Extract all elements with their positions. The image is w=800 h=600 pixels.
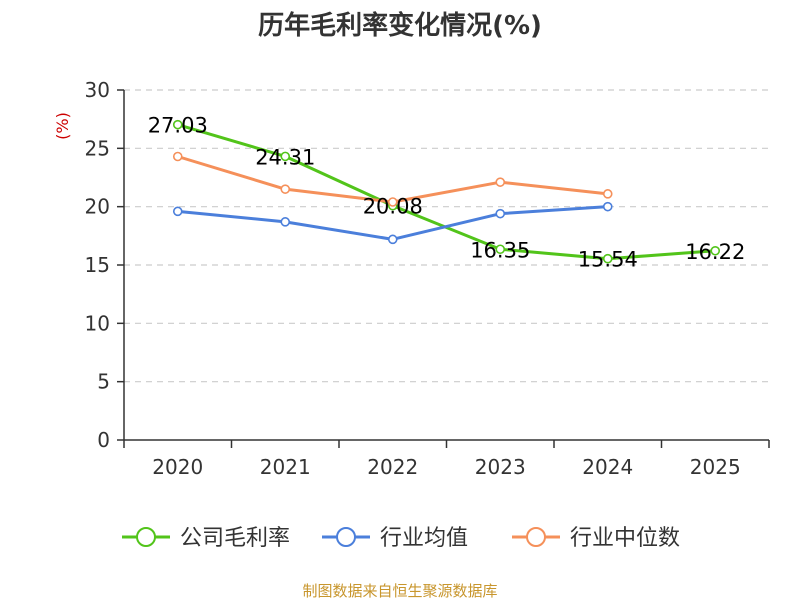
data-label: 16.35 [470, 238, 530, 262]
y-tick-label: 20 [85, 195, 110, 219]
data-point [602, 201, 613, 212]
legend-swatch-marker [136, 527, 156, 547]
series-lines [172, 119, 721, 264]
chart-title: 历年毛利率变化情况(%) [258, 10, 542, 41]
y-tick-label: 10 [85, 311, 110, 335]
data-point [495, 177, 506, 187]
data-point [495, 244, 506, 255]
data-point [280, 151, 291, 162]
x-tick-label: 2022 [367, 455, 418, 479]
legend-label[interactable]: 行业中位数 [570, 526, 680, 551]
data-point [495, 208, 506, 219]
x-tick-label: 2020 [152, 455, 203, 479]
legend-label[interactable]: 行业均值 [380, 526, 468, 551]
source-note: 制图数据来自恒生聚源数据库 [302, 582, 497, 600]
data-point [172, 206, 183, 217]
data-point [387, 197, 398, 207]
y-axis-unit: (%) [53, 112, 72, 140]
legend-swatch-marker [526, 527, 546, 547]
x-tick-label: 2025 [690, 455, 741, 479]
x-tick-label: 2023 [475, 455, 526, 479]
data-point [602, 189, 613, 199]
data-point [280, 217, 291, 227]
data-point [710, 245, 721, 256]
data-point [387, 234, 398, 245]
legend-swatch-marker [336, 527, 356, 547]
y-tick-label: 30 [85, 78, 110, 102]
data-label: 20.08 [363, 195, 423, 219]
x-tick-label: 2021 [260, 455, 311, 479]
data-labels: 27.03 24.31 20.08 16.35 15.54 16.22 [148, 114, 746, 272]
y-tick-label: 5 [97, 370, 110, 394]
grid [124, 89, 769, 383]
data-label: 15.54 [578, 248, 638, 272]
data-point [280, 184, 291, 194]
y-tick-label: 15 [85, 253, 110, 277]
data-point [172, 119, 183, 130]
data-label: 24.31 [255, 145, 315, 169]
legend: 公司毛利率 行业均值 行业中位数 [122, 526, 680, 551]
y-tick-label: 0 [97, 428, 110, 452]
legend-label[interactable]: 公司毛利率 [180, 526, 290, 551]
data-point [602, 253, 613, 264]
y-tick-label: 25 [85, 136, 110, 160]
data-label: 27.03 [148, 114, 208, 138]
x-tick-label: 2024 [582, 455, 633, 479]
data-label: 16.22 [685, 240, 745, 264]
data-point [172, 151, 183, 162]
